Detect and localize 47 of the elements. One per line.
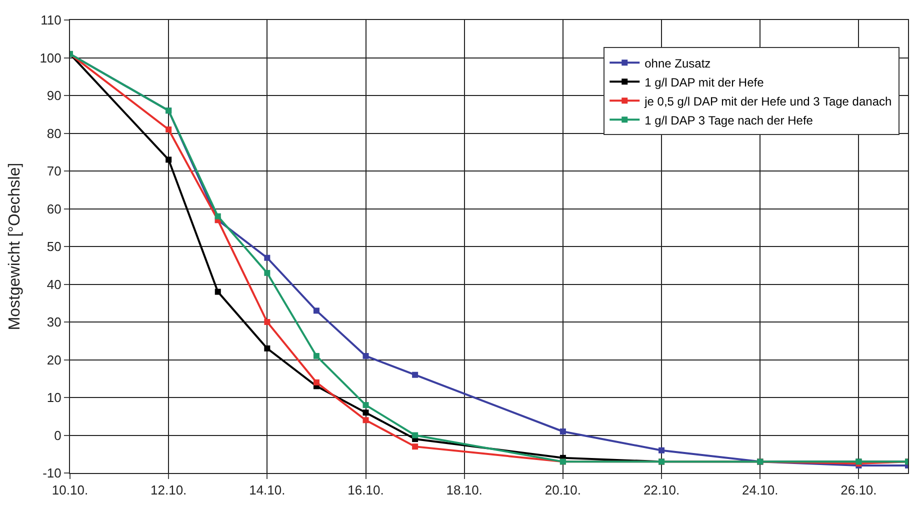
legend-label: 1 g/l DAP 3 Tage nach der Hefe <box>644 113 814 128</box>
x-tick-label: 10.10. <box>52 482 88 498</box>
y-tick-label: 100 <box>40 50 62 66</box>
legend-label: ohne Zusatz <box>644 56 711 70</box>
point <box>362 352 369 359</box>
point <box>313 379 320 386</box>
y-tick-label: 20 <box>46 352 62 368</box>
y-tick-label: 0 <box>54 428 62 443</box>
point <box>362 410 369 416</box>
point <box>313 352 320 359</box>
y-tick-label: 60 <box>46 201 62 216</box>
y-tick-label: 40 <box>46 276 62 292</box>
y-tick-label: 50 <box>46 239 62 254</box>
point <box>264 254 270 261</box>
x-tick-label: 16.10. <box>348 482 384 498</box>
y-tick-label: 80 <box>46 126 62 141</box>
x-tick-label: 14.10. <box>249 482 286 498</box>
y-tick-label: 10 <box>46 390 62 406</box>
legend-label: 1 g/l DAP mit der Hefe <box>644 75 764 90</box>
legend-label: je 0,5 g/l DAP mit der Hefe und 3 Tage danach <box>644 94 892 108</box>
x-tick-label: 20.10. <box>544 482 582 498</box>
y-axis-title: Mostgewicht [°Oechsle] <box>6 162 24 330</box>
point <box>658 447 665 454</box>
point <box>313 308 320 314</box>
x-tick-label: 12.10. <box>150 482 187 498</box>
y-tick-label: 30 <box>46 314 62 330</box>
point <box>214 288 221 295</box>
point <box>166 156 172 163</box>
point <box>560 428 566 434</box>
y-tick-label: -10 <box>42 466 62 481</box>
x-tick-label: 26.10. <box>840 482 877 498</box>
point <box>412 432 418 438</box>
point <box>214 213 221 220</box>
point <box>166 126 172 132</box>
point <box>362 417 369 424</box>
point <box>412 372 418 378</box>
y-tick-label: 110 <box>40 12 62 28</box>
y-tick-label: 90 <box>46 88 62 104</box>
x-tick-label: 22.10. <box>643 482 680 498</box>
point <box>362 402 369 408</box>
x-tick-label: 18.10. <box>446 482 482 498</box>
y-tick-label: 70 <box>46 164 62 179</box>
point <box>412 444 418 450</box>
point <box>264 319 270 325</box>
point <box>264 270 270 276</box>
x-tick-label: 24.10. <box>742 482 778 498</box>
point <box>264 345 270 352</box>
